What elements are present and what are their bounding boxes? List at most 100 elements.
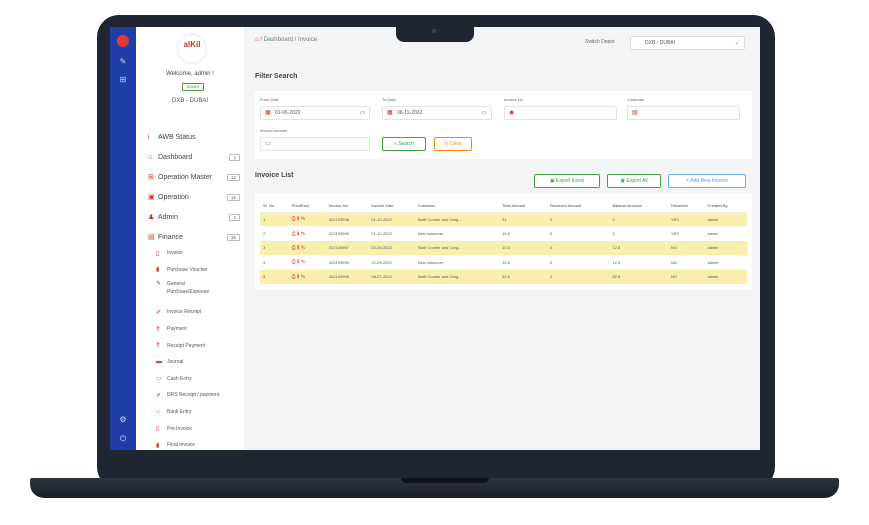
invoice-no-input[interactable]: ◉: [504, 106, 617, 120]
submenu-payment[interactable]: ₹ Payment: [156, 321, 240, 338]
breadcrumb-dashboard[interactable]: Dashboard: [263, 37, 293, 43]
table-row[interactable]: 4 ⎙⬇✎ 022109996 02-09-2022 New customer …: [260, 255, 747, 269]
cell-customer: Swift Courier and Carg...: [414, 212, 500, 227]
table-row[interactable]: 3 ⎙⬇✎ 022109997 02-09-2022 Swift Courier…: [260, 240, 747, 256]
to-date-input[interactable]: ▦ 06-11-2022 ▭: [382, 106, 492, 120]
download-icon[interactable]: ⬇: [296, 273, 301, 280]
date-picker-icon[interactable]: ▭: [360, 110, 365, 116]
edit-icon[interactable]: ✎: [300, 216, 307, 223]
table-row[interactable]: 2 ⎙⬇✎ 022109999 01-10-2022 New customer …: [260, 226, 747, 240]
cell-balance-amount: 0: [609, 212, 668, 227]
submenu-invoice-receipt[interactable]: ✐ Invoice Receipt: [156, 304, 240, 321]
camera-lens: [432, 29, 436, 33]
clear-button[interactable]: ↻ Clear: [434, 137, 472, 151]
submenu-invoice[interactable]: ▯ Invoice: [156, 245, 240, 262]
menu-item-admin[interactable]: ♟ Admin 2: [148, 207, 240, 227]
from-date-input[interactable]: ▦ 01-06-2022 ▭: [260, 106, 370, 120]
cell-total-amount: 52.5: [499, 269, 548, 284]
edit-icon[interactable]: ✎: [300, 273, 307, 280]
invoice-amount-input[interactable]: ▭: [260, 137, 370, 151]
cell-customer: New customer: [417, 259, 444, 265]
menu-count-badge: 1: [229, 153, 240, 161]
menu-item-dashboard[interactable]: ⌂ Dashboard 1: [148, 147, 240, 167]
submenu-label: Pre Invoice: [167, 425, 193, 432]
submenu-receipt-payment[interactable]: ₹ Receipt Payment: [156, 337, 240, 354]
switch-depot-select[interactable]: DXB - DUBAI ⌄: [630, 36, 745, 50]
print-icon[interactable]: ⎙: [291, 244, 297, 251]
col-invoice-date[interactable]: Invoice Date: [368, 199, 415, 213]
menu-count-badge: 12: [226, 173, 240, 181]
row-actions: ⎙⬇✎: [289, 226, 326, 240]
export-excel-button[interactable]: ▣ Export Excel: [534, 174, 600, 188]
cell-created-by: admin: [704, 240, 747, 256]
print-icon[interactable]: ⎙: [291, 259, 297, 266]
power-icon[interactable]: ⏻: [119, 434, 127, 443]
col-balance-amount[interactable]: Balance Amount: [609, 199, 668, 213]
print-icon[interactable]: ⎙: [291, 230, 297, 237]
submenu-label: Purchase Voucher: [167, 266, 208, 273]
submenu-pre-invoice[interactable]: ▯ Pre Invoice: [156, 420, 240, 437]
submenu-journal[interactable]: ▬ Journal: [156, 354, 240, 371]
cell-sr-no: 5: [260, 269, 289, 284]
submenu-general-purchase[interactable]: ✎ General Purchase/Expense: [156, 278, 240, 304]
col-received[interactable]: Received: [667, 199, 705, 213]
col-received-amount[interactable]: Received Amount: [547, 199, 610, 213]
col-total-amount[interactable]: Total Amount: [499, 199, 548, 213]
cell-invoice-date: 02-09-2022: [371, 259, 392, 265]
col-sr-no[interactable]: Sr. No.: [260, 199, 289, 213]
cell-balance-amount: 12.5: [612, 259, 621, 265]
breadcrumb: ⌂ / Dashboard / Invoice: [255, 37, 317, 43]
menu-item-awb-status[interactable]: i AWB Status: [148, 127, 240, 147]
cell-created-by: admin: [704, 269, 747, 284]
col-invoice-no[interactable]: Invoice No.: [325, 199, 369, 213]
edit-icon[interactable]: ✎: [119, 57, 127, 66]
submenu-purchase-voucher[interactable]: ▮ Purchase Voucher: [156, 262, 240, 279]
download-icon[interactable]: ⬇: [296, 230, 301, 237]
rail-logo-icon[interactable]: [117, 35, 129, 47]
table-row[interactable]: 5 ⎙⬇✎ 022109995 08-07-2022 Swift Courier…: [260, 269, 747, 284]
col-print-exel[interactable]: Print/Exel: [288, 199, 326, 213]
col-customer[interactable]: Customer: [414, 199, 500, 213]
menu-label: Operation Master: [158, 173, 213, 181]
menu-item-finance[interactable]: ▤ Finance 36: [148, 227, 240, 247]
print-icon[interactable]: ⎙: [291, 273, 297, 280]
cell-received-amount: 0: [550, 231, 553, 237]
grid-icon[interactable]: ⊞: [119, 75, 127, 84]
date-picker-icon[interactable]: ▭: [482, 110, 487, 116]
menu-count-badge: 16: [226, 193, 240, 201]
submenu-final-invoice[interactable]: ▮ Final Invoice: [156, 437, 240, 450]
add-new-invoice-button[interactable]: + Add New Invoice: [668, 174, 746, 188]
row-actions: ⎙⬇✎: [288, 269, 326, 284]
download-icon[interactable]: ⬇: [296, 259, 301, 266]
home-icon[interactable]: ⌂: [255, 37, 259, 43]
search-button[interactable]: ⌕ Search: [382, 137, 426, 151]
export-all-button[interactable]: ▣ Export All: [607, 174, 661, 188]
submenu-bank-entry[interactable]: ⌂ Bank Entry: [156, 404, 240, 421]
receipt-icon: ✐: [156, 309, 162, 316]
edit-icon[interactable]: ✎: [300, 259, 307, 266]
search-icon: ⌕: [393, 141, 397, 147]
breadcrumb-current: Invoice: [298, 37, 318, 43]
menu-label: Admin: [158, 213, 178, 221]
submenu-cash-entry[interactable]: ▭ Cash Entry: [156, 371, 240, 388]
download-icon[interactable]: ⬇: [296, 216, 301, 223]
cell-created-by: admin: [707, 259, 719, 265]
cell-invoice-no: 022109998: [325, 212, 369, 227]
invoice-list-title: Invoice List: [255, 172, 294, 179]
amount-icon: ▭: [265, 141, 271, 147]
edit-icon[interactable]: ✎: [300, 230, 307, 237]
cell-received: NO: [667, 240, 705, 256]
sidebar: alKil ········· Welcome, admin ! ADMIN D…: [136, 27, 244, 450]
cell-invoice-date: 02-09-2022: [368, 240, 415, 256]
menu-item-operation[interactable]: ▣ Operation 16: [148, 187, 240, 207]
edit-icon[interactable]: ✎: [300, 244, 307, 251]
menu-item-operation-master[interactable]: ⊞ Operation Master 12: [148, 167, 240, 187]
settings-gear-icon[interactable]: ⚙: [119, 415, 127, 424]
download-icon[interactable]: ⬇: [296, 244, 301, 251]
col-created-by[interactable]: Created By: [704, 199, 747, 213]
customer-input[interactable]: ▤: [627, 106, 740, 120]
pre-invoice-icon: ▯: [156, 426, 160, 433]
submenu-drs-receipt[interactable]: ✐ DRS Receipt / payment: [156, 387, 240, 404]
print-icon[interactable]: ⎙: [291, 216, 297, 223]
table-row[interactable]: 1 ⎙⬇✎ 022109998 01-10-2022 Swift Courier…: [260, 212, 747, 227]
